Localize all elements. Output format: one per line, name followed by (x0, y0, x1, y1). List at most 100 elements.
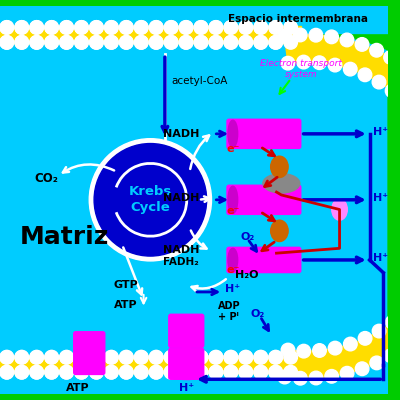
Text: Krebs
Cycle: Krebs Cycle (129, 185, 172, 214)
Circle shape (278, 29, 291, 43)
Circle shape (164, 350, 178, 364)
Circle shape (284, 350, 298, 364)
Polygon shape (284, 35, 400, 378)
Circle shape (45, 366, 58, 379)
Text: O₂: O₂ (250, 309, 264, 319)
Circle shape (60, 350, 73, 364)
Circle shape (355, 362, 369, 376)
Circle shape (313, 344, 326, 357)
Circle shape (45, 350, 58, 364)
Circle shape (75, 36, 88, 49)
Circle shape (224, 366, 238, 379)
Circle shape (30, 21, 44, 34)
Polygon shape (320, 35, 400, 355)
Bar (182, 340, 190, 379)
Circle shape (384, 349, 398, 362)
Ellipse shape (228, 248, 238, 272)
Circle shape (75, 366, 88, 379)
Circle shape (45, 21, 58, 34)
FancyBboxPatch shape (74, 332, 105, 374)
Circle shape (90, 366, 103, 379)
Circle shape (309, 28, 323, 42)
Circle shape (370, 356, 384, 370)
Ellipse shape (271, 156, 288, 178)
Circle shape (358, 332, 372, 345)
Circle shape (149, 350, 163, 364)
Circle shape (194, 366, 208, 379)
Circle shape (15, 36, 28, 49)
Text: H⁺: H⁺ (225, 284, 240, 294)
Circle shape (75, 350, 88, 364)
Circle shape (297, 55, 310, 69)
Circle shape (372, 324, 386, 338)
Circle shape (15, 36, 28, 49)
Circle shape (194, 21, 208, 34)
Bar (0, 26, 301, 43)
Circle shape (179, 366, 193, 379)
Bar (0, 356, 286, 373)
Circle shape (90, 36, 103, 49)
Text: H⁺: H⁺ (372, 127, 388, 137)
Circle shape (0, 350, 14, 364)
Circle shape (281, 56, 295, 70)
Circle shape (120, 36, 133, 49)
Circle shape (209, 350, 223, 364)
Text: ATP: ATP (66, 383, 90, 393)
Circle shape (164, 36, 178, 49)
Circle shape (15, 350, 28, 364)
Circle shape (179, 350, 193, 364)
Circle shape (386, 316, 399, 329)
Circle shape (239, 350, 253, 364)
Circle shape (134, 21, 148, 34)
Circle shape (284, 36, 298, 49)
Circle shape (104, 350, 118, 364)
Circle shape (224, 36, 238, 49)
Circle shape (224, 350, 238, 364)
Circle shape (224, 21, 238, 34)
Text: H⁺: H⁺ (372, 193, 388, 203)
Circle shape (104, 36, 118, 49)
Ellipse shape (228, 120, 238, 148)
Circle shape (269, 21, 282, 34)
Circle shape (269, 350, 282, 364)
Circle shape (355, 38, 369, 51)
Text: acetyl-CoA: acetyl-CoA (172, 76, 228, 86)
Text: Matriz: Matriz (20, 225, 109, 249)
Circle shape (164, 350, 178, 364)
Circle shape (397, 340, 400, 354)
Circle shape (0, 350, 14, 364)
Circle shape (328, 58, 342, 72)
Circle shape (60, 350, 73, 364)
Circle shape (209, 36, 223, 49)
Circle shape (179, 366, 193, 379)
Circle shape (224, 350, 238, 364)
Circle shape (75, 36, 88, 49)
Circle shape (239, 36, 253, 49)
Text: NADH: NADH (162, 193, 199, 203)
Circle shape (15, 366, 28, 379)
Circle shape (164, 366, 178, 379)
Circle shape (344, 62, 357, 76)
Circle shape (239, 366, 253, 379)
Circle shape (75, 21, 88, 34)
Circle shape (120, 366, 133, 379)
Circle shape (30, 21, 44, 34)
Text: e⁻: e⁻ (226, 265, 240, 275)
Circle shape (45, 21, 58, 34)
Circle shape (149, 36, 163, 49)
Circle shape (239, 366, 253, 379)
Circle shape (284, 21, 298, 34)
Circle shape (239, 21, 253, 34)
Circle shape (120, 36, 133, 49)
Circle shape (104, 366, 118, 379)
Circle shape (94, 144, 207, 256)
Circle shape (90, 366, 103, 379)
Text: O₂: O₂ (240, 232, 255, 242)
Circle shape (104, 366, 118, 379)
Text: ADP
+ Pᴵ: ADP + Pᴵ (218, 300, 241, 322)
Ellipse shape (332, 199, 347, 220)
Circle shape (344, 337, 357, 351)
Text: e⁻: e⁻ (226, 144, 240, 154)
Ellipse shape (271, 220, 288, 242)
Circle shape (281, 343, 295, 357)
